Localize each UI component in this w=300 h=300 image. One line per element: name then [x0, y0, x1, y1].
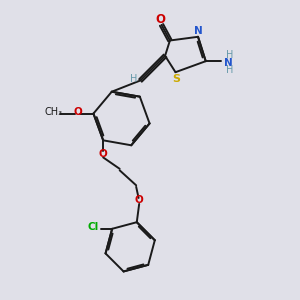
Text: O: O: [135, 195, 144, 205]
Text: N: N: [224, 58, 233, 68]
Text: H: H: [226, 50, 233, 60]
Text: S: S: [172, 74, 180, 84]
Text: H: H: [130, 74, 138, 84]
Text: CH₃: CH₃: [45, 107, 63, 117]
Text: H: H: [226, 64, 233, 75]
Text: O: O: [74, 107, 82, 117]
Text: O: O: [155, 13, 165, 26]
Text: N: N: [194, 26, 203, 36]
Text: Cl: Cl: [88, 222, 99, 232]
Text: O: O: [99, 149, 108, 159]
